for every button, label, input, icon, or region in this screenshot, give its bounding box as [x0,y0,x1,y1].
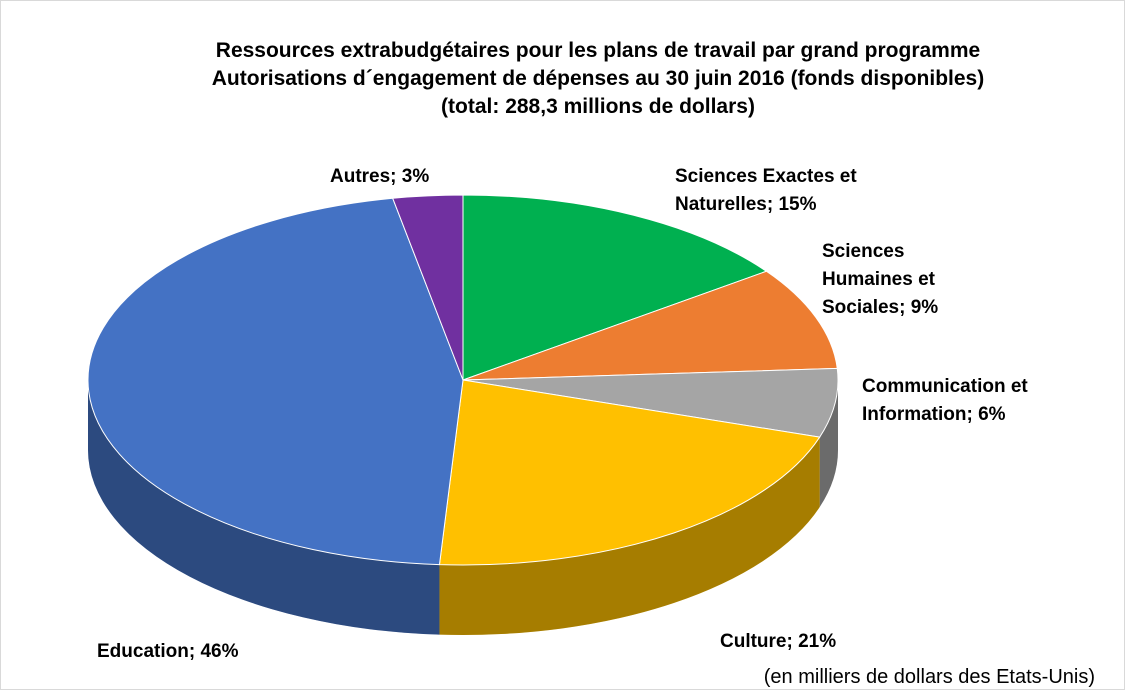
data-label-line: Information; 6% [862,404,1006,425]
chart-subtitle: Autorisations d´engagement de dépenses a… [212,67,984,90]
data-label-line: Sciences Exactes et [675,166,857,187]
data-label-line: Communication et [862,376,1028,397]
slice-side-shade [439,437,820,635]
data-label-line: Autres; 3% [330,166,429,187]
data-label-line: Humaines et [822,269,936,290]
slice [462,367,839,438]
slice [87,197,464,566]
slice-side [819,380,838,508]
slice-side-shade [88,380,440,635]
data-label: Culture; 21% [720,631,836,652]
data-label-line: Education; 46% [97,641,239,662]
slice-side [88,380,440,635]
data-label: Autres; 3% [330,166,429,187]
slice [462,194,768,381]
slice [438,379,821,566]
chart-subtitle: (total: 288,3 millions de dollars) [441,95,755,118]
footnote: (en milliers de dollars des Etats-Unis) [764,666,1095,688]
slice-side-shade [819,380,838,508]
data-label-line: Naturelles; 15% [675,194,817,215]
data-label: Communication et Information; 6% [862,376,1028,425]
data-label-line: Sociales; 9% [822,297,938,318]
data-label: Sciences Exactes et Naturelles; 15% [675,166,857,215]
data-label: Sciences Humaines et Sociales; 9% [822,241,938,318]
slice [462,270,838,381]
slice [392,194,464,381]
data-label-line: Sciences [822,241,904,262]
slice-side [439,437,820,635]
chart-title: Ressources extrabudgétaires pour les pla… [216,39,980,62]
data-label: Education; 46% [97,641,239,662]
data-label-line: Culture; 21% [720,631,836,652]
